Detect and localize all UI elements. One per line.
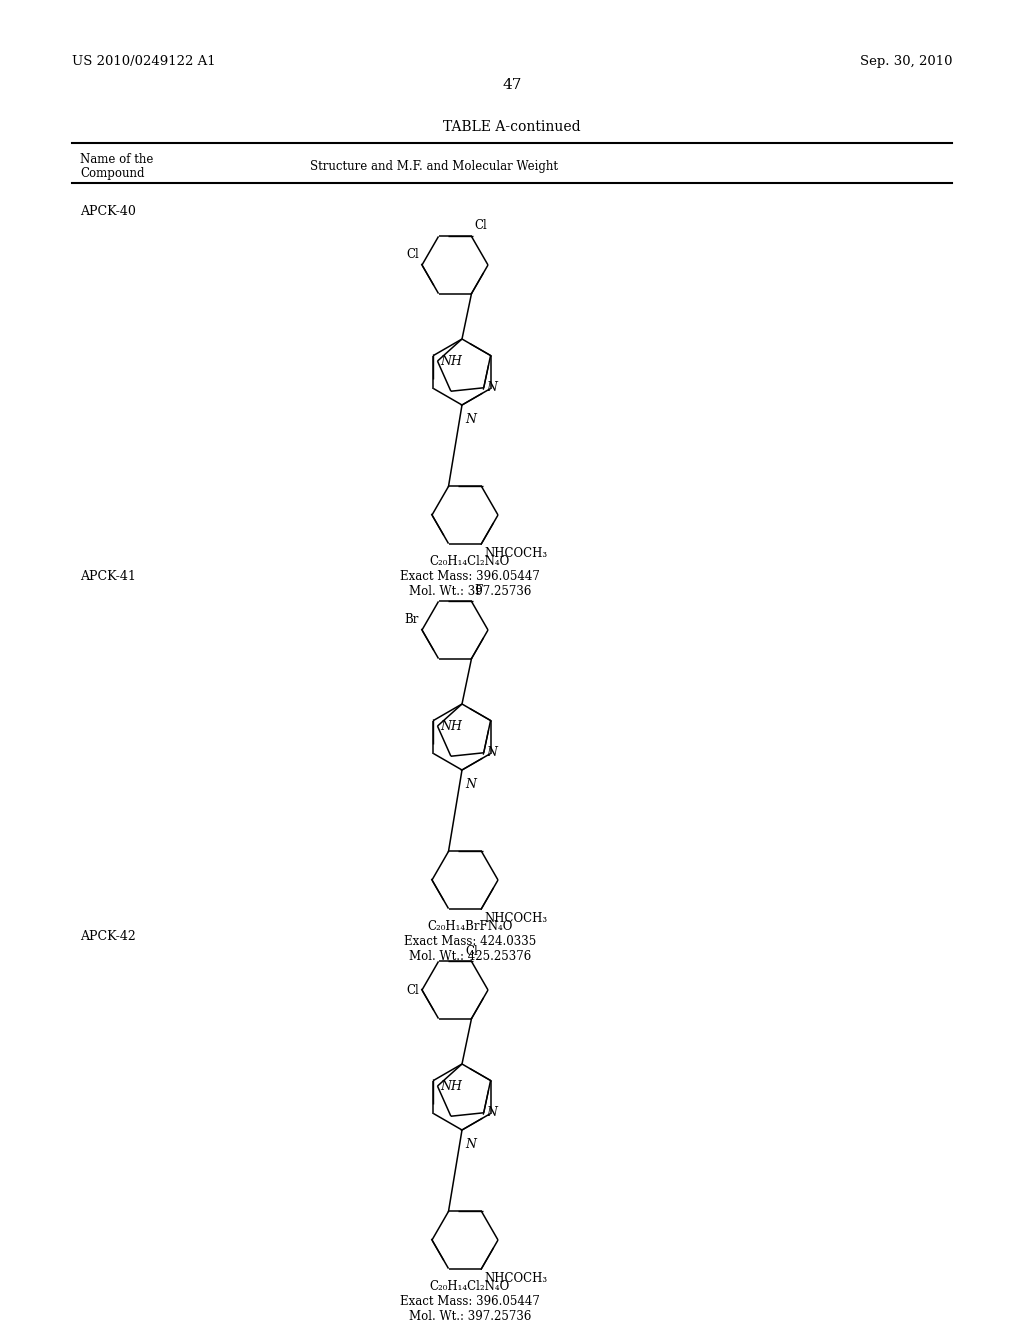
- Text: NHCOCH₃: NHCOCH₃: [484, 546, 548, 560]
- Text: US 2010/0249122 A1: US 2010/0249122 A1: [72, 55, 216, 69]
- Text: C₂₀H₁₄BrFN₄O: C₂₀H₁₄BrFN₄O: [427, 920, 513, 933]
- Text: N: N: [465, 413, 476, 426]
- Text: TABLE A-continued: TABLE A-continued: [443, 120, 581, 135]
- Text: APCK-41: APCK-41: [80, 570, 136, 583]
- Text: Exact Mass: 396.05447: Exact Mass: 396.05447: [400, 570, 540, 583]
- Text: N: N: [465, 777, 476, 791]
- Text: Br: Br: [404, 612, 419, 626]
- Text: Cl: Cl: [474, 219, 487, 232]
- Text: F: F: [474, 585, 482, 598]
- Text: NHCOCH₃: NHCOCH₃: [484, 912, 548, 924]
- Text: Cl: Cl: [407, 248, 419, 261]
- Text: N: N: [486, 381, 498, 395]
- Text: Cl: Cl: [407, 983, 419, 997]
- Text: NH: NH: [440, 719, 463, 733]
- Text: NH: NH: [440, 1080, 463, 1093]
- Text: N: N: [486, 1106, 498, 1119]
- Text: NHCOCH₃: NHCOCH₃: [484, 1271, 548, 1284]
- Text: N: N: [465, 1138, 476, 1151]
- Text: Compound: Compound: [80, 168, 144, 180]
- Text: 47: 47: [503, 78, 521, 92]
- Text: APCK-42: APCK-42: [80, 931, 136, 942]
- Text: Exact Mass: 424.0335: Exact Mass: 424.0335: [403, 935, 537, 948]
- Text: Mol. Wt.: 397.25736: Mol. Wt.: 397.25736: [409, 1309, 531, 1320]
- Text: Sep. 30, 2010: Sep. 30, 2010: [859, 55, 952, 69]
- Text: APCK-40: APCK-40: [80, 205, 136, 218]
- Text: Structure and M.F. and Molecular Weight: Structure and M.F. and Molecular Weight: [310, 160, 558, 173]
- Text: Name of the: Name of the: [80, 153, 154, 166]
- Text: C₂₀H₁₄Cl₂N₄O: C₂₀H₁₄Cl₂N₄O: [430, 554, 510, 568]
- Text: N: N: [486, 746, 498, 759]
- Text: C₂₀H₁₄Cl₂N₄O: C₂₀H₁₄Cl₂N₄O: [430, 1280, 510, 1294]
- Text: NH: NH: [440, 355, 463, 367]
- Text: Exact Mass: 396.05447: Exact Mass: 396.05447: [400, 1295, 540, 1308]
- Text: Cl: Cl: [465, 945, 478, 958]
- Text: Mol. Wt.: 425.25376: Mol. Wt.: 425.25376: [409, 950, 531, 964]
- Text: Mol. Wt.: 397.25736: Mol. Wt.: 397.25736: [409, 585, 531, 598]
